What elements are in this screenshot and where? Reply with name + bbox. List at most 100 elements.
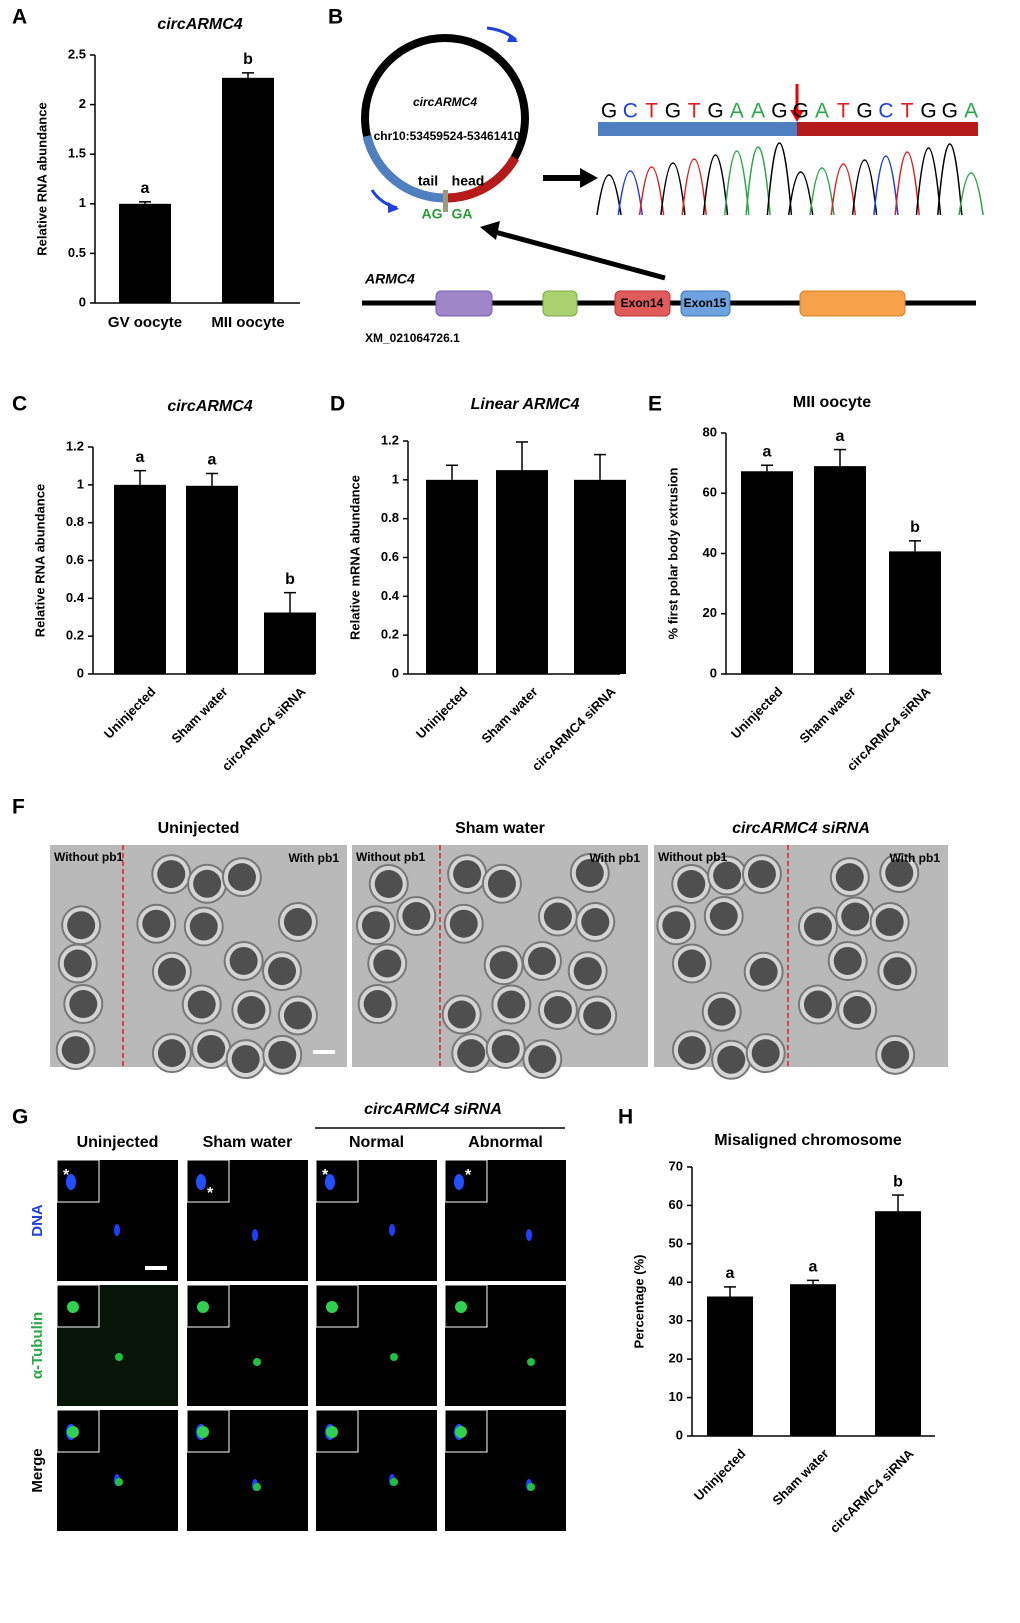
oocyte-body — [875, 908, 904, 937]
oocyte-body — [231, 1045, 260, 1074]
oocyte-body — [374, 870, 403, 898]
oocyte-body — [677, 1036, 706, 1065]
y-tick-label: 2.5 — [68, 46, 86, 61]
sequence-letter: C — [623, 100, 638, 123]
exon-label: Exon15 — [684, 296, 727, 310]
y-tick-label: 60 — [669, 1197, 683, 1212]
inset — [315, 1159, 359, 1203]
sequence-letter: T — [688, 100, 701, 123]
inset-marker: * — [207, 1185, 214, 1202]
bar — [875, 1211, 921, 1436]
oocyte-body — [885, 858, 914, 887]
oocyte-body — [487, 869, 516, 898]
chart-title: Linear ARMC4 — [471, 396, 580, 413]
y-tick-label: 0.4 — [381, 588, 400, 603]
oocyte-body — [268, 957, 297, 986]
x-tick-label: circARMC4 siRNA — [844, 684, 934, 774]
chart-title: MII oocyte — [793, 394, 871, 411]
coordinates: chr10:53459524-53461410 — [374, 129, 521, 143]
oocyte-body — [749, 957, 778, 986]
oocyte-body — [662, 911, 691, 940]
y-tick-label: 70 — [669, 1158, 683, 1173]
significance-letter: a — [136, 449, 145, 466]
y-tick-label: 40 — [669, 1274, 683, 1289]
y-tick-label: 80 — [703, 424, 717, 439]
bar — [119, 203, 171, 303]
chromatogram-peak — [937, 143, 963, 216]
oocyte-body — [227, 863, 256, 892]
inset-marker: * — [322, 1167, 329, 1184]
y-tick-label: 0 — [392, 665, 399, 680]
oocyte-body — [497, 990, 526, 1019]
oocyte-body — [835, 863, 864, 892]
y-axis-label: Relative mRNA abundance — [347, 475, 362, 640]
oocyte-body — [197, 1034, 226, 1063]
column-header: Uninjected — [77, 1134, 159, 1151]
sequence-letter: G — [793, 100, 809, 123]
column-header: Normal — [349, 1134, 404, 1151]
y-tick-label: 10 — [669, 1389, 683, 1404]
chromatogram-peak — [660, 162, 686, 216]
spindle-signal — [253, 1483, 261, 1491]
chromatogram-peak — [873, 155, 899, 216]
chromatogram-peak — [724, 150, 750, 216]
chart-title: circARMC4 — [157, 16, 242, 33]
y-tick-label: 1.2 — [66, 438, 84, 453]
y-axis-label: % first polar body extrusion — [665, 467, 680, 639]
oocyte-body — [843, 996, 872, 1025]
x-tick-label: circARMC4 siRNA — [219, 684, 309, 774]
y-tick-label: 0 — [710, 665, 717, 680]
inset — [56, 1284, 100, 1328]
oocyte-body — [543, 902, 572, 931]
inset-signal — [196, 1174, 206, 1190]
y-tick-label: 0.4 — [66, 590, 85, 605]
y-tick-label: 60 — [703, 485, 717, 500]
x-tick-label: MII oocyte — [211, 314, 284, 331]
row-label: DNA — [29, 1204, 46, 1237]
chromatogram-peak — [851, 159, 878, 216]
oocyte-body — [237, 996, 266, 1025]
chart-title: circARMC4 — [167, 398, 252, 415]
spindle-signal — [115, 1478, 123, 1486]
panel-label: C — [12, 393, 27, 416]
sequence-letter: T — [837, 100, 850, 123]
y-tick-label: 1.5 — [68, 146, 86, 161]
x-tick-label: GV oocyte — [108, 314, 182, 331]
significance-letter: b — [910, 519, 920, 536]
bar — [814, 466, 866, 674]
row-label: α-Tubulin — [29, 1312, 46, 1379]
panel-label: A — [12, 6, 27, 29]
chromatogram-peak — [830, 163, 857, 216]
sequence-letter: G — [920, 100, 936, 123]
y-tick-label: 1 — [77, 476, 84, 491]
significance-letter: a — [208, 452, 217, 469]
bar — [889, 551, 941, 674]
bar — [222, 77, 274, 303]
chromatogram-peak — [681, 158, 707, 216]
y-tick-label: 40 — [703, 545, 717, 560]
significance-letter: a — [836, 428, 845, 445]
oocyte-body — [229, 946, 258, 975]
oocyte-body — [268, 1040, 297, 1069]
oocyte-body — [457, 1039, 486, 1068]
inset — [444, 1159, 488, 1203]
condition-label: With pb1 — [589, 851, 640, 865]
oocyte-body — [447, 1000, 476, 1029]
sequence-letter: A — [751, 100, 765, 123]
oocyte-body — [528, 1045, 557, 1074]
sequence-letter: T — [645, 100, 658, 123]
sequence-letter: G — [665, 100, 681, 123]
oocyte-body — [583, 1001, 612, 1030]
oocyte-body — [69, 990, 98, 1019]
group-header: circARMC4 siRNA — [364, 1101, 502, 1118]
inset-signal — [67, 1426, 79, 1438]
bar — [790, 1284, 836, 1436]
chromatogram-peak — [596, 174, 622, 216]
chromosome-signal — [389, 1224, 395, 1236]
oocyte-body — [453, 860, 482, 889]
inset — [56, 1159, 100, 1203]
y-tick-label: 2 — [79, 96, 86, 111]
inset-signal — [455, 1426, 467, 1438]
sequence-letter: A — [815, 100, 829, 123]
significance-letter: a — [763, 443, 772, 460]
